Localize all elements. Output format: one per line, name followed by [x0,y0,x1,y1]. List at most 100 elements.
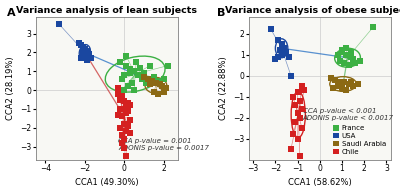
Point [88,57,94,60]
Point [328,76,334,79]
Point [336,80,343,83]
Point [155,79,161,82]
Point [160,91,167,94]
Point [84,58,90,62]
Point [119,94,126,97]
Point [294,137,301,140]
Point [137,66,143,69]
Point [301,89,308,92]
Point [160,77,167,80]
Point [348,80,354,83]
Point [149,79,155,82]
Point [125,109,132,112]
Point [159,85,165,88]
Point [296,154,303,157]
Point [84,49,90,52]
Point [127,104,134,107]
Point [123,106,130,109]
Point [292,120,298,123]
Point [123,111,130,114]
Point [299,127,305,130]
Y-axis label: CCA2 (22.88%): CCA2 (22.88%) [219,56,228,120]
Point [283,51,290,54]
Point [274,38,281,41]
Point [119,134,126,137]
Point [290,95,296,98]
Point [348,55,354,58]
Point [117,60,124,63]
Point [125,85,132,88]
Point [292,103,298,107]
Point [296,99,303,102]
Point [135,74,141,77]
Point [346,82,352,85]
Y-axis label: CCA2 (28.19%): CCA2 (28.19%) [6,56,14,120]
Point [82,55,88,58]
Point [131,89,137,92]
Point [274,55,281,58]
Point [341,61,347,64]
Point [279,42,285,46]
Point [339,49,345,52]
Text: CCA p-value = 0.001
ADONIS p-value = 0.0017: CCA p-value = 0.001 ADONIS p-value = 0.0… [118,138,209,151]
Point [157,83,163,86]
Point [339,51,345,54]
Point [153,81,159,84]
Point [290,133,296,136]
Point [129,81,136,84]
Point [127,72,134,75]
Point [117,98,124,101]
Text: B: B [218,8,226,18]
Point [56,23,62,26]
X-axis label: CCA1 (49.30%): CCA1 (49.30%) [75,179,138,187]
Point [370,26,376,29]
Point [121,137,128,141]
Point [348,51,354,54]
Point [80,51,86,54]
Point [296,116,303,119]
Text: CCA p-value < 0.001
ADONIS p-value < 0.0017: CCA p-value < 0.001 ADONIS p-value < 0.0… [303,108,394,121]
Point [350,85,356,88]
Point [123,130,130,133]
Point [127,68,134,71]
Point [164,64,171,67]
Point [115,92,122,95]
Point [299,108,305,111]
Legend: France, USA, Saudi Arabia, Chile: France, USA, Saudi Arabia, Chile [332,124,387,156]
Point [147,64,153,67]
Point [330,87,336,90]
Point [143,81,149,84]
Point [151,75,157,79]
Point [125,124,132,127]
Point [352,61,358,64]
Point [288,74,294,77]
Point [281,47,288,50]
Point [272,57,278,60]
Point [341,80,347,83]
Point [350,57,356,60]
Point [139,77,145,80]
Point [127,119,134,122]
Point [115,87,122,90]
Point [268,28,274,31]
Point [151,91,157,94]
Point [332,78,338,81]
Point [343,89,350,92]
Point [343,47,350,50]
Point [356,59,363,62]
Point [286,55,292,58]
Point [123,55,130,58]
Point [279,53,285,56]
Point [354,82,361,85]
Point [119,141,126,144]
Point [121,89,128,92]
X-axis label: CCA1 (58.62%): CCA1 (58.62%) [288,179,352,187]
Point [82,47,88,50]
Point [121,74,128,77]
Point [346,63,352,67]
Point [162,87,169,90]
Point [133,60,139,63]
Point [288,148,294,151]
Point [123,64,130,67]
Point [131,70,137,73]
